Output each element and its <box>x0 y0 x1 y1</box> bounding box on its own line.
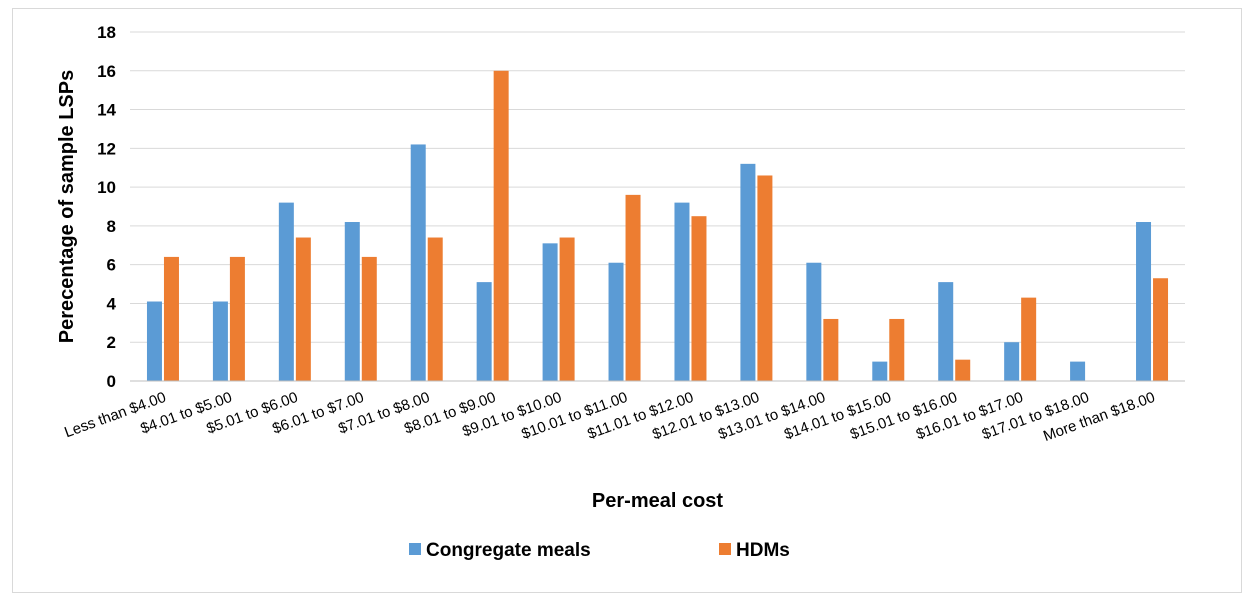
bar-congregate-11 <box>872 361 888 381</box>
legend-label-hdms: HDMs <box>736 540 790 561</box>
legend-swatch-hdms <box>719 543 731 555</box>
y-tick-label: 4 <box>107 294 117 313</box>
bar-hdms-12 <box>955 359 971 381</box>
bar-hdms-1 <box>229 256 245 381</box>
bar-congregate-13 <box>1004 342 1020 381</box>
bar-hdms-13 <box>1021 297 1037 381</box>
bar-hdms-3 <box>361 256 377 381</box>
legend-swatch-congregate-meals <box>409 543 421 555</box>
bar-hdms-7 <box>625 194 641 381</box>
bar-congregate-10 <box>806 262 822 381</box>
bar-congregate-5 <box>476 282 492 381</box>
bar-congregate-7 <box>608 262 624 381</box>
y-axis-ticks: 0 2 4 6 8 10 12 14 16 18 <box>97 23 116 391</box>
x-axis-title: Per-meal cost <box>592 490 724 512</box>
bar-hdms-5 <box>493 70 509 382</box>
bar-hdms-15 <box>1153 278 1169 381</box>
y-tick-label: 14 <box>97 101 116 120</box>
bar-congregate-14 <box>1070 361 1086 381</box>
y-tick-label: 8 <box>107 217 116 236</box>
bar-congregate-1 <box>212 301 228 381</box>
bar-hdms-4 <box>427 237 443 381</box>
bar-congregate-2 <box>278 202 294 381</box>
bar-congregate-9 <box>740 163 756 381</box>
legend: Congregate meals HDMs <box>409 540 790 561</box>
legend-label-congregate-meals: Congregate meals <box>426 540 591 561</box>
bars <box>146 70 1169 382</box>
y-tick-label: 0 <box>107 372 116 391</box>
y-tick-label: 6 <box>107 256 116 275</box>
y-tick-label: 2 <box>107 333 116 352</box>
bar-hdms-11 <box>889 318 905 381</box>
y-tick-label: 10 <box>97 178 116 197</box>
x-axis-ticks: Less than $4.00$4.01 to $5.00$5.01 to $6… <box>62 389 1157 445</box>
bar-hdms-8 <box>691 216 707 381</box>
bar-hdms-2 <box>295 237 311 381</box>
y-tick-label: 16 <box>97 62 116 81</box>
bar-congregate-3 <box>344 222 360 381</box>
y-tick-label: 12 <box>97 139 116 158</box>
bar-congregate-12 <box>938 282 954 381</box>
bar-hdms-0 <box>163 256 179 381</box>
bar-congregate-6 <box>542 243 558 381</box>
bar-hdms-6 <box>559 237 575 381</box>
bar-congregate-0 <box>146 301 162 381</box>
y-axis-title: Perecentage of sample LSPs <box>56 70 78 343</box>
bar-hdms-9 <box>757 175 773 381</box>
y-tick-label: 18 <box>97 23 116 42</box>
bar-hdms-10 <box>823 318 839 381</box>
bar-congregate-8 <box>674 202 690 381</box>
x-tick-label: More than $18.00 <box>1041 389 1157 445</box>
bar-congregate-15 <box>1136 222 1152 381</box>
bar-congregate-4 <box>410 144 426 381</box>
